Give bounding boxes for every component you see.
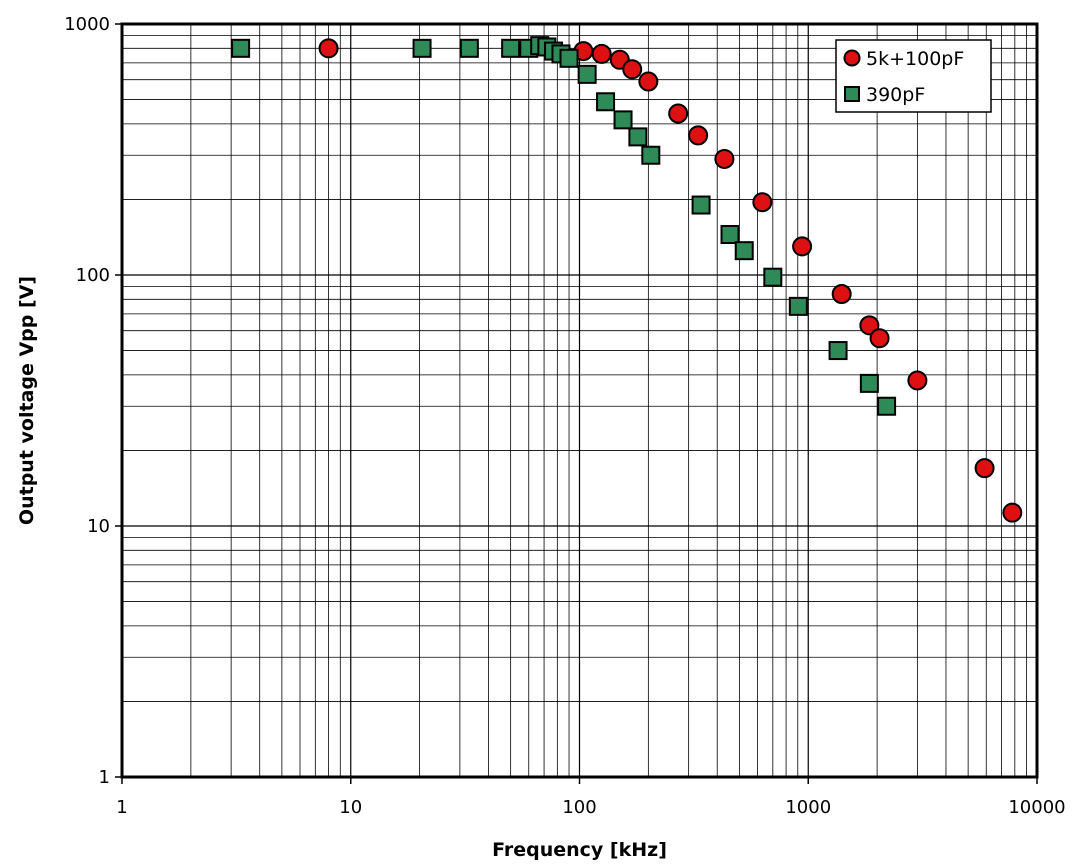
legend-box xyxy=(835,39,992,113)
point-5k-100pf xyxy=(688,125,709,146)
point-5k-100pf xyxy=(638,71,659,92)
point-390pf xyxy=(459,38,479,58)
legend-label-5k-100pf: 5k+100pF xyxy=(866,48,964,70)
legend-marker-390pf xyxy=(844,86,860,102)
point-390pf xyxy=(788,296,808,316)
point-390pf xyxy=(763,267,783,287)
point-390pf xyxy=(734,241,754,261)
point-390pf xyxy=(720,224,740,244)
grid xyxy=(122,24,1037,777)
x-tick-label: 100 xyxy=(562,797,596,818)
point-390pf xyxy=(613,110,633,130)
y-axis-title: Output voltage Vpp [V] xyxy=(16,276,38,525)
point-5k-100pf xyxy=(907,370,928,391)
point-390pf xyxy=(641,145,661,165)
x-tick-label: 1 xyxy=(116,797,127,818)
y-axis-ticks: 1 10 100 1000 xyxy=(64,14,122,788)
point-390pf xyxy=(628,127,648,147)
point-5k-100pf xyxy=(792,236,813,257)
point-390pf xyxy=(877,396,897,416)
x-axis-title: Frequency [kHz] xyxy=(492,839,667,861)
point-5k-100pf xyxy=(1002,502,1023,523)
point-5k-100pf xyxy=(859,315,880,336)
x-tick-label: 10000 xyxy=(1008,797,1065,818)
x-axis-ticks: 1 10 100 1000 10000 xyxy=(116,777,1066,818)
point-390pf xyxy=(559,48,579,68)
point-390pf xyxy=(231,38,251,58)
point-5k-100pf xyxy=(974,458,995,479)
point-5k-100pf xyxy=(622,59,643,80)
point-390pf xyxy=(828,341,848,361)
data-points xyxy=(231,36,1023,523)
legend-label-390pf: 390pF xyxy=(866,84,925,106)
point-390pf xyxy=(596,92,616,112)
point-5k-100pf xyxy=(869,328,890,349)
y-tick-label: 10 xyxy=(87,516,110,537)
x-tick-label: 1000 xyxy=(785,797,831,818)
legend-marker-5k-100pf xyxy=(843,49,861,67)
point-5k-100pf xyxy=(318,38,339,59)
point-5k-100pf xyxy=(591,43,612,64)
point-5k-100pf xyxy=(831,284,852,305)
point-5k-100pf xyxy=(752,192,773,213)
point-5k-100pf xyxy=(714,148,735,169)
point-390pf xyxy=(577,64,597,84)
point-5k-100pf xyxy=(668,103,689,124)
legend: 5k+100pF 390pF xyxy=(835,39,992,113)
y-tick-label: 1 xyxy=(99,767,110,788)
point-390pf xyxy=(691,195,711,215)
point-390pf xyxy=(501,38,521,58)
y-tick-label: 100 xyxy=(76,265,110,286)
point-390pf xyxy=(859,373,879,393)
y-tick-label: 1000 xyxy=(64,14,110,35)
x-tick-label: 10 xyxy=(339,797,362,818)
point-390pf xyxy=(412,38,432,58)
